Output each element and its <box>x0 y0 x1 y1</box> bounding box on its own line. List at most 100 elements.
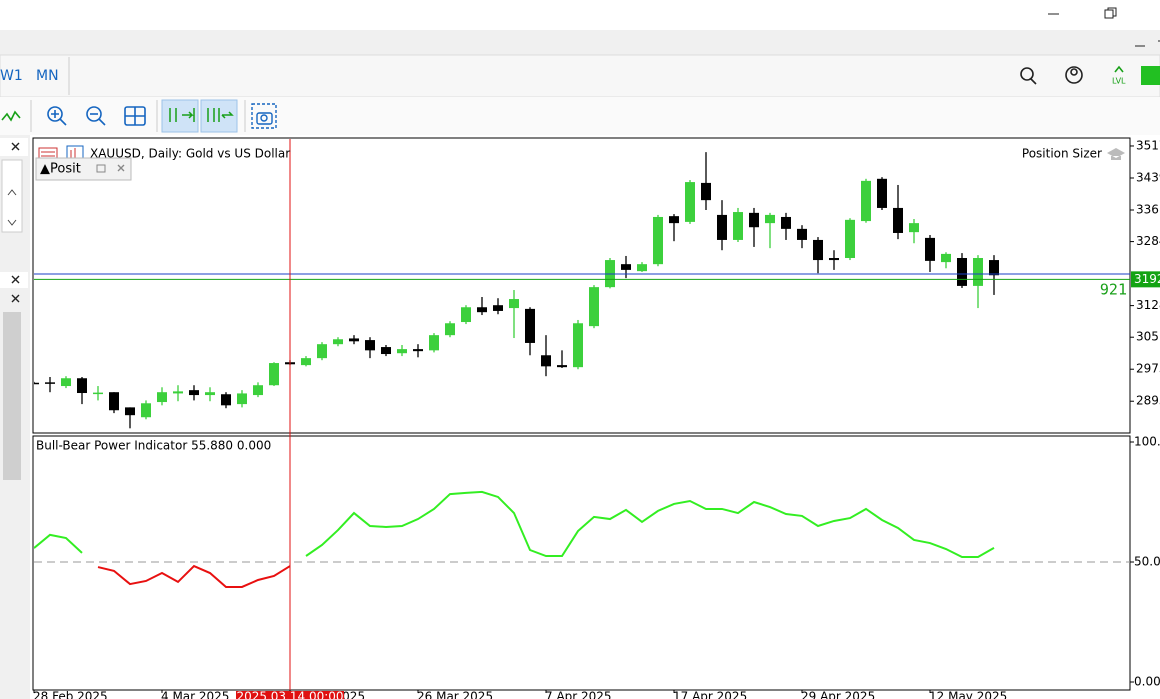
autoscroll-icon <box>169 108 195 122</box>
candle-body <box>893 207 903 233</box>
title-bar <box>0 0 1160 30</box>
candle-body <box>653 216 663 265</box>
candle-body <box>429 335 439 351</box>
scroll-thumb[interactable] <box>3 312 21 480</box>
panel-restore[interactable] <box>96 164 106 173</box>
zoom-out-icon[interactable] <box>86 106 106 126</box>
candle-body <box>397 349 407 354</box>
indicator-line <box>97 564 291 588</box>
candle-body <box>381 347 391 355</box>
position-panel[interactable] <box>35 157 132 181</box>
scroll-down[interactable] <box>7 219 17 226</box>
candle-body <box>637 264 647 272</box>
panel-scrollbar <box>1 159 23 233</box>
candle-body <box>493 305 503 311</box>
spread-label: 921 <box>1100 281 1127 299</box>
y-tick-label: 2973 <box>1136 362 1160 376</box>
status-indicator[interactable] <box>1141 66 1160 85</box>
y-tick-label: 3128 <box>1136 298 1160 312</box>
candle-body <box>221 394 231 406</box>
chart-shift-icon <box>207 108 234 122</box>
candle-body <box>813 239 823 261</box>
zoom-in-icon[interactable] <box>47 106 67 126</box>
candle-body <box>237 393 247 405</box>
candle-body <box>157 392 167 403</box>
screenshot-icon[interactable] <box>251 103 277 129</box>
panel-close[interactable] <box>11 142 20 151</box>
expert-name: Position Sizer <box>1022 147 1102 161</box>
indicator-icon[interactable] <box>1 110 21 122</box>
candle-body <box>253 385 263 396</box>
price-tag <box>1131 271 1160 288</box>
x-tick-label: 29 Apr 2025 <box>801 690 875 699</box>
indicator-line <box>34 490 995 558</box>
candle-body <box>861 180 871 222</box>
y-tick-label: 3439 <box>1136 170 1160 184</box>
candle-body <box>829 258 839 261</box>
timeframe-button[interactable]: MN <box>36 68 59 84</box>
scroll-up[interactable] <box>7 189 17 196</box>
candle-body <box>925 237 935 261</box>
x-tick-label: 7 Apr 2025 <box>545 690 612 699</box>
price-axis <box>1131 138 1160 690</box>
account-icon[interactable] <box>1065 66 1083 84</box>
tile-icon[interactable] <box>124 106 146 126</box>
candle-body <box>301 358 311 366</box>
candle-body <box>45 382 55 384</box>
candle-body <box>93 392 103 395</box>
indicator-pane <box>32 435 1131 691</box>
symbol-label: XAUUSD, Daily: Gold vs US Dollar <box>90 147 290 161</box>
candle-body <box>189 390 199 396</box>
search-icon[interactable] <box>1020 67 1037 85</box>
candle-body <box>669 216 679 224</box>
candle-body <box>141 403 151 418</box>
candle-body <box>973 258 983 286</box>
candle-body <box>749 212 759 228</box>
candle-body <box>205 392 215 396</box>
panel-close[interactable] <box>117 164 125 172</box>
crosshair-tag <box>236 691 344 699</box>
svg-text:LVL: LVL <box>1112 77 1126 86</box>
y-tick-label: 0.00 <box>1134 675 1160 689</box>
panel-header <box>0 272 28 288</box>
candle-body <box>365 340 375 351</box>
candle-body <box>701 182 711 201</box>
candle-body <box>269 363 279 386</box>
candle-body <box>845 219 855 259</box>
candle-body <box>573 323 583 368</box>
candle-body <box>525 308 535 343</box>
candle-body <box>909 223 919 233</box>
lvl-icon[interactable]: LVL <box>1112 65 1126 86</box>
candle-body <box>109 392 119 411</box>
candle-body <box>413 349 423 352</box>
x-tick-label: 28 Feb 2025 <box>33 690 108 699</box>
panel-close[interactable] <box>11 275 20 303</box>
candle-body <box>781 216 791 229</box>
candle-body <box>557 365 567 368</box>
timeframe-bar <box>0 54 1160 98</box>
candle-body <box>125 407 135 416</box>
main-pane <box>32 137 1131 434</box>
x-tick-label: 17 Apr 2025 <box>673 690 747 699</box>
y-tick-label: 50.0 <box>1134 555 1160 569</box>
candle-body <box>477 307 487 313</box>
candle-body <box>957 258 967 286</box>
candle-body <box>877 178 887 208</box>
candle-body <box>461 307 471 323</box>
panel-header <box>0 138 28 156</box>
position-panel-title: ▲Posit <box>40 162 81 177</box>
x-tick-label: 26 Mar 2025 <box>417 690 493 699</box>
candle-body <box>941 253 951 263</box>
candle-body <box>685 182 695 222</box>
candle-body <box>541 355 551 367</box>
y-tick-label: 100. <box>1134 435 1160 449</box>
expert-icon[interactable] <box>1107 148 1125 160</box>
candle-body <box>445 323 455 336</box>
timeframe-button[interactable]: W1 <box>0 68 23 84</box>
autoscroll-button[interactable] <box>161 99 199 133</box>
restore-button[interactable] <box>1104 7 1117 19</box>
